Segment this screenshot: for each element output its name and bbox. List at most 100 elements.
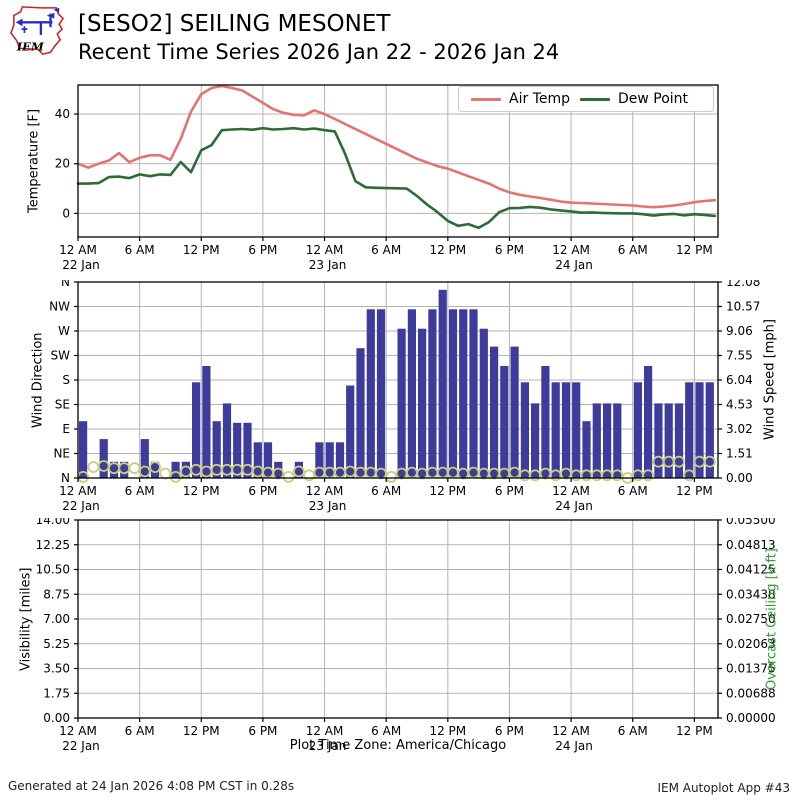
svg-text:12 AM: 12 AM — [306, 484, 344, 498]
svg-text:0.00688: 0.00688 — [726, 686, 776, 700]
weathervane-icon — [15, 7, 60, 35]
dew-point-label: Dew Point — [617, 91, 689, 107]
wind-direction-axis-label: Wind Direction — [30, 332, 46, 428]
svg-text:12 PM: 12 PM — [183, 243, 220, 257]
svg-text:24 Jan: 24 Jan — [555, 499, 593, 513]
svg-text:12 PM: 12 PM — [429, 724, 466, 738]
svg-text:6 PM: 6 PM — [248, 484, 277, 498]
svg-text:SW: SW — [51, 349, 71, 363]
svg-text:12 PM: 12 PM — [429, 243, 466, 257]
svg-text:7.55: 7.55 — [726, 349, 753, 363]
svg-text:12.08: 12.08 — [726, 280, 760, 289]
svg-text:6 AM: 6 AM — [371, 243, 401, 257]
timezone-caption: Plot Time Zone: America/Chicago — [289, 738, 507, 753]
visibility-chart: 14.0012.2510.508.757.005.253.501.750.000… — [36, 518, 776, 753]
svg-text:12 PM: 12 PM — [183, 484, 220, 498]
title-block: [SESO2] SEILING MESONET Recent Time Seri… — [78, 10, 559, 65]
svg-text:12 AM: 12 AM — [306, 724, 344, 738]
air-temp-label: Air Temp — [509, 91, 570, 107]
svg-text:3.02: 3.02 — [726, 422, 753, 436]
svg-text:0: 0 — [62, 206, 70, 220]
svg-text:6 AM: 6 AM — [371, 484, 401, 498]
page-subtitle: Recent Time Series 2026 Jan 22 - 2026 Ja… — [78, 39, 560, 64]
iem-logo: IEM — [10, 6, 65, 56]
svg-text:4.53: 4.53 — [726, 398, 753, 412]
svg-text:7.00: 7.00 — [43, 612, 70, 626]
svg-text:12 PM: 12 PM — [183, 724, 220, 738]
svg-text:12 AM: 12 AM — [59, 484, 97, 498]
svg-text:N: N — [61, 280, 70, 289]
svg-text:5.25: 5.25 — [43, 637, 70, 651]
wind-speed-axis-label: Wind Speed [mph] — [762, 319, 778, 441]
dew-point-swatch — [579, 97, 610, 101]
svg-text:NE: NE — [53, 447, 70, 461]
svg-text:12 AM: 12 AM — [306, 243, 344, 257]
svg-text:40: 40 — [55, 107, 70, 121]
svg-text:23 Jan: 23 Jan — [309, 258, 347, 272]
legend-entry-dew-point: Dew Point — [579, 91, 689, 107]
svg-text:24 Jan: 24 Jan — [555, 739, 593, 753]
svg-text:SE: SE — [55, 398, 70, 412]
app-id: IEM Autoplot App #43 — [657, 781, 790, 795]
visibility-axis-label: Visibility [miles] — [18, 567, 34, 671]
svg-text:NW: NW — [49, 300, 70, 314]
svg-text:22 Jan: 22 Jan — [62, 499, 100, 513]
svg-text:6 AM: 6 AM — [125, 243, 155, 257]
generated-timestamp: Generated at 24 Jan 2026 4:08 PM CST in … — [8, 779, 295, 793]
svg-text:6.04: 6.04 — [726, 373, 753, 387]
svg-text:12 AM: 12 AM — [552, 484, 590, 498]
svg-text:0.02750: 0.02750 — [726, 612, 776, 626]
svg-text:6 AM: 6 AM — [125, 724, 155, 738]
svg-text:6 PM: 6 PM — [495, 484, 524, 498]
svg-text:0.00: 0.00 — [43, 711, 70, 725]
overcast-ceiling-axis-label: Overcast Ceiling [k ft] — [764, 548, 780, 690]
svg-text:6 PM: 6 PM — [248, 243, 277, 257]
svg-text:0.01375: 0.01375 — [726, 662, 776, 676]
wind-chart: N NW W SW S SE E NE N 12.08 10.57 9.06 7.55 6.04 4.53 3… — [49, 280, 760, 513]
svg-text:W: W — [58, 324, 70, 338]
svg-text:12 PM: 12 PM — [429, 484, 466, 498]
svg-text:20: 20 — [55, 157, 70, 171]
svg-text:0.03438: 0.03438 — [726, 587, 776, 601]
air-temp-line — [76, 84, 717, 209]
svg-text:1.51: 1.51 — [726, 447, 753, 461]
legend-entry-air-temp: Air Temp — [471, 91, 570, 107]
svg-text:6 AM: 6 AM — [618, 243, 648, 257]
svg-text:12 PM: 12 PM — [676, 724, 713, 738]
svg-text:0.05500: 0.05500 — [726, 518, 776, 527]
svg-text:12 AM: 12 AM — [59, 243, 97, 257]
svg-text:14.00: 14.00 — [36, 518, 70, 527]
svg-text:0.00: 0.00 — [726, 471, 753, 485]
dew-point-line — [76, 126, 717, 230]
svg-text:10.50: 10.50 — [36, 563, 70, 577]
temperature-axis-label: Temperature [F] — [26, 108, 42, 214]
logo-text: IEM — [16, 39, 45, 53]
legend: Air Temp Dew Point — [458, 86, 714, 112]
svg-text:6 PM: 6 PM — [248, 724, 277, 738]
svg-text:24 Jan: 24 Jan — [555, 258, 593, 272]
svg-text:0.02063: 0.02063 — [726, 637, 776, 651]
svg-text:6 PM: 6 PM — [495, 724, 524, 738]
svg-text:6 AM: 6 AM — [618, 484, 648, 498]
svg-text:S: S — [62, 373, 70, 387]
svg-text:12 PM: 12 PM — [676, 484, 713, 498]
svg-text:8.75: 8.75 — [43, 587, 70, 601]
svg-text:12 AM: 12 AM — [59, 724, 97, 738]
svg-text:12 AM: 12 AM — [552, 724, 590, 738]
svg-text:0.00000: 0.00000 — [726, 711, 776, 725]
wind-direction-markers — [77, 455, 716, 484]
svg-text:12 AM: 12 AM — [552, 243, 590, 257]
svg-text:9.06: 9.06 — [726, 324, 753, 338]
svg-text:12 PM: 12 PM — [676, 243, 713, 257]
svg-text:12.25: 12.25 — [36, 538, 70, 552]
svg-text:6 AM: 6 AM — [618, 724, 648, 738]
svg-text:1.75: 1.75 — [43, 686, 70, 700]
svg-text:22 Jan: 22 Jan — [62, 258, 100, 272]
svg-text:0.04813: 0.04813 — [726, 538, 776, 552]
svg-text:6 AM: 6 AM — [125, 484, 155, 498]
svg-text:0.04125: 0.04125 — [726, 563, 776, 577]
svg-text:23 Jan: 23 Jan — [309, 739, 347, 753]
svg-text:N: N — [61, 471, 70, 485]
